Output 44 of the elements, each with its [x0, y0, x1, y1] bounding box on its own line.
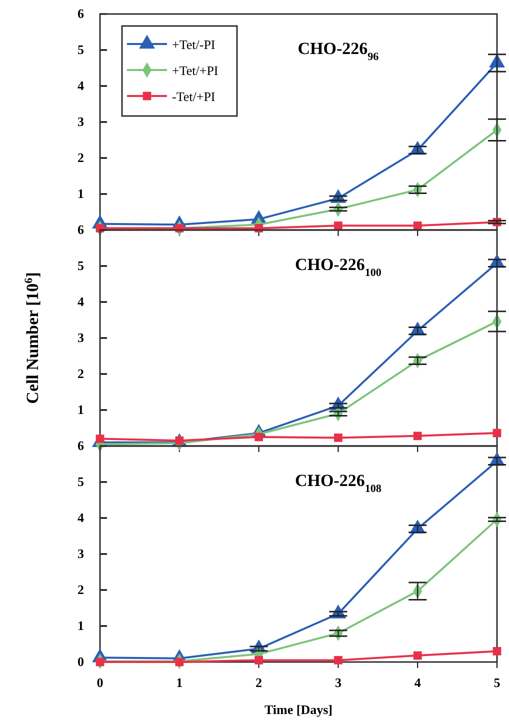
x-tick-label: 5 — [494, 675, 501, 690]
y-tick-label: 2 — [78, 366, 84, 382]
x-tick-label: 3 — [334, 675, 342, 690]
legend-label: +Tet/+PI — [172, 63, 218, 78]
point — [96, 658, 104, 666]
x-tick-label: 1 — [176, 675, 183, 690]
text: CHO-226$_{100}$ — [294, 255, 382, 279]
y-tick-label: 1 — [78, 186, 84, 202]
y-tick-label: 2 — [78, 582, 84, 598]
text: CHO-226$_{96}$ — [298, 39, 380, 63]
point — [175, 658, 184, 666]
y-tick-label: 1 — [78, 402, 84, 418]
x-tick-label: 0 — [96, 675, 104, 690]
y-tick-label: 6 — [78, 438, 84, 454]
y-tick-label: 6 — [78, 222, 84, 238]
point — [492, 428, 502, 438]
y-tick-label: 4 — [78, 510, 84, 526]
y-tick-label: 4 — [78, 294, 84, 310]
y-tick-label: 3 — [78, 114, 84, 130]
text: CHO-226$_{108}$ — [294, 471, 382, 495]
y-tick-label: 2 — [78, 150, 84, 166]
x-tick-label: 2 — [256, 675, 262, 690]
y-tick-label: 6 — [78, 6, 84, 22]
y-tick-label: 5 — [78, 258, 84, 274]
point — [254, 656, 263, 664]
y-tick-label: 3 — [78, 330, 84, 346]
point — [492, 647, 502, 656]
point — [413, 221, 422, 230]
point — [334, 434, 342, 442]
y-tick-label: 5 — [78, 42, 84, 58]
y-tick-label: 3 — [78, 546, 84, 562]
x-tick-label: 4 — [414, 675, 422, 690]
y-tick-label: 0 — [78, 654, 84, 670]
y-tick-label: 4 — [78, 78, 84, 94]
point — [334, 221, 342, 230]
legend-label: -Tet/+PI — [172, 89, 216, 104]
point — [413, 651, 422, 660]
y-tick-label: 5 — [78, 474, 84, 490]
y-tick-label: 1 — [78, 618, 84, 634]
point — [334, 656, 342, 664]
legend-label: +Tet/-PI — [172, 37, 216, 52]
x-axis-title: Time [Days] — [264, 702, 333, 717]
point — [413, 432, 422, 440]
point — [254, 432, 263, 442]
